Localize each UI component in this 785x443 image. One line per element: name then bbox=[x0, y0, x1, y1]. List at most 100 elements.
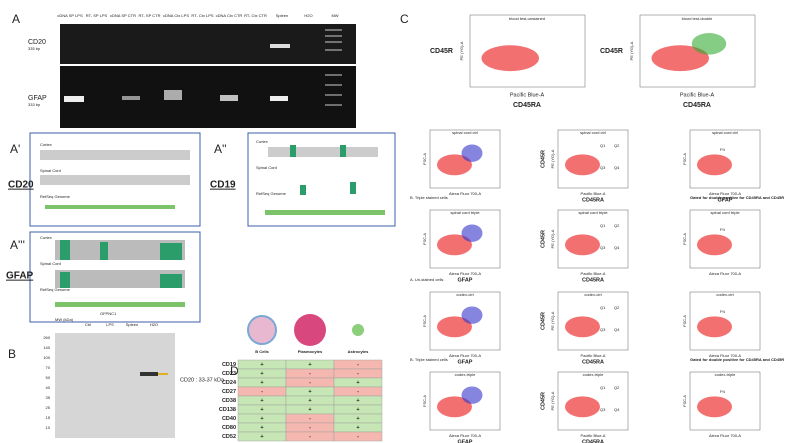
lane-label: Spleen bbox=[276, 13, 288, 18]
mw-label: 40 bbox=[46, 385, 51, 390]
lane-label: RT- Ctx CTR bbox=[244, 13, 267, 18]
sign: - bbox=[309, 434, 311, 440]
plot-title: codex-ctrl bbox=[456, 292, 473, 297]
sign: + bbox=[260, 407, 263, 413]
sign: + bbox=[260, 425, 263, 431]
axis-label: PE (YG)-A bbox=[550, 311, 555, 330]
sign: + bbox=[260, 371, 263, 377]
axis-label: Pacific Blue-A bbox=[581, 353, 606, 358]
axis-label: Alexa Fluor 700-A bbox=[449, 271, 481, 276]
axis-title: CD45R bbox=[540, 312, 546, 330]
axis-label: FSC-A bbox=[682, 153, 687, 165]
gate-label: P4 bbox=[720, 227, 726, 232]
band bbox=[140, 372, 158, 376]
note: CD20 : 33-37 kDa bbox=[180, 377, 225, 383]
column-header: Plasmocytes bbox=[298, 349, 323, 354]
gate-label: Q3 bbox=[600, 165, 606, 170]
track-label: RefSeq Genome bbox=[40, 194, 71, 199]
track-label: Spinal Cord bbox=[256, 165, 277, 170]
event-cloud bbox=[565, 396, 600, 418]
axis-title: CD45R bbox=[600, 48, 623, 55]
axis-label: PE (YG)-A bbox=[459, 41, 464, 60]
event-cloud bbox=[697, 396, 732, 418]
axis-label: FSC-A bbox=[682, 315, 687, 327]
event-cloud bbox=[461, 224, 483, 242]
mw-label: 260 bbox=[43, 335, 50, 340]
event-cloud bbox=[691, 33, 727, 55]
gate-label: P4 bbox=[720, 147, 726, 152]
marker-name: CD40 bbox=[222, 416, 236, 422]
axis-label: Alexa Fluor 700-A bbox=[449, 353, 481, 358]
marker-name: CD138 bbox=[219, 407, 236, 413]
plot-title: codex-ctrl bbox=[584, 292, 601, 297]
gate-note: Gated for double positive for CD45RA and… bbox=[690, 357, 784, 362]
panel-letter: A''' bbox=[10, 238, 25, 252]
marker-name: CD24 bbox=[222, 380, 237, 386]
lane-label: RT- SP CTR bbox=[138, 13, 160, 18]
sign: - bbox=[357, 362, 359, 368]
axis-label: Alexa Fluor 700-A bbox=[709, 191, 741, 196]
panel-letter: A' bbox=[10, 142, 20, 156]
lane-label: Ctrl bbox=[85, 322, 91, 327]
axis-title: CD45RA bbox=[582, 277, 604, 283]
plot-title: codex-triple bbox=[583, 372, 604, 377]
band bbox=[270, 44, 290, 48]
lane-label: RT- SP LPS bbox=[86, 13, 108, 18]
event-cloud bbox=[697, 234, 732, 256]
sign: + bbox=[356, 407, 359, 413]
marker-name: CD19 bbox=[222, 362, 236, 368]
track-label: Cortex bbox=[256, 139, 268, 144]
axis-title: CD45RA bbox=[513, 102, 541, 109]
lane-label: LPS bbox=[106, 322, 114, 327]
mw-label: 140 bbox=[43, 345, 50, 350]
lane-label: cDNA Ctx LPS bbox=[163, 13, 189, 18]
plot-title: spinal cord triple bbox=[450, 210, 480, 215]
event-cloud bbox=[437, 154, 472, 176]
plasmocyte bbox=[294, 314, 326, 346]
lane-label: MW bbox=[331, 13, 338, 18]
axis-title: CD45R bbox=[540, 150, 546, 168]
axis-title: CD45R bbox=[430, 48, 453, 55]
event-cloud bbox=[565, 234, 600, 256]
marker-name: CD52 bbox=[222, 434, 236, 440]
sign: + bbox=[308, 362, 311, 368]
mw-label: 100 bbox=[43, 355, 50, 360]
marker-name: CD80 bbox=[222, 425, 236, 431]
track-label: Cortex bbox=[40, 142, 52, 147]
track-label: RefSeq Genome bbox=[256, 191, 287, 196]
mw-label: 35 bbox=[46, 395, 51, 400]
lane-label: H2O bbox=[150, 322, 158, 327]
axis-label: FSC-A bbox=[682, 395, 687, 407]
track-label: Spinal Cord bbox=[40, 168, 61, 173]
gate-label: P4 bbox=[720, 309, 726, 314]
lane-label: cDNA SP CTR bbox=[110, 13, 136, 18]
event-cloud bbox=[461, 144, 483, 162]
plot-title: blood test-unstained bbox=[509, 16, 545, 21]
cell bbox=[333, 431, 383, 442]
axis-title: CD45RA bbox=[582, 197, 604, 203]
event-cloud bbox=[461, 386, 483, 404]
gel-cd20 bbox=[60, 24, 356, 64]
mw-label: 50 bbox=[46, 375, 51, 380]
event-cloud bbox=[651, 45, 709, 72]
plot-title: spinal cord ctrl bbox=[452, 130, 478, 135]
sign: - bbox=[309, 425, 311, 431]
gate-label: Q3 bbox=[600, 327, 606, 332]
axis-label: FSC-A bbox=[422, 153, 427, 165]
event-cloud bbox=[565, 316, 600, 338]
gene-label: GFAP bbox=[28, 95, 47, 102]
gfap-bands bbox=[64, 90, 288, 102]
plot-title: spinal cord triple bbox=[710, 210, 740, 215]
mw-label: 25 bbox=[46, 405, 51, 410]
track-label: Cortex bbox=[40, 235, 52, 240]
sign: + bbox=[260, 434, 263, 440]
axis-title: CD45RA bbox=[582, 359, 604, 365]
sign: - bbox=[309, 416, 311, 422]
panel-letter: B bbox=[8, 347, 16, 361]
mw-label: 15 bbox=[46, 415, 51, 420]
mw-label: 10 bbox=[46, 425, 51, 430]
gate-label: Q1 bbox=[600, 305, 606, 310]
size-label: 335 bp bbox=[28, 46, 41, 51]
gate-label: Q1 bbox=[600, 385, 606, 390]
